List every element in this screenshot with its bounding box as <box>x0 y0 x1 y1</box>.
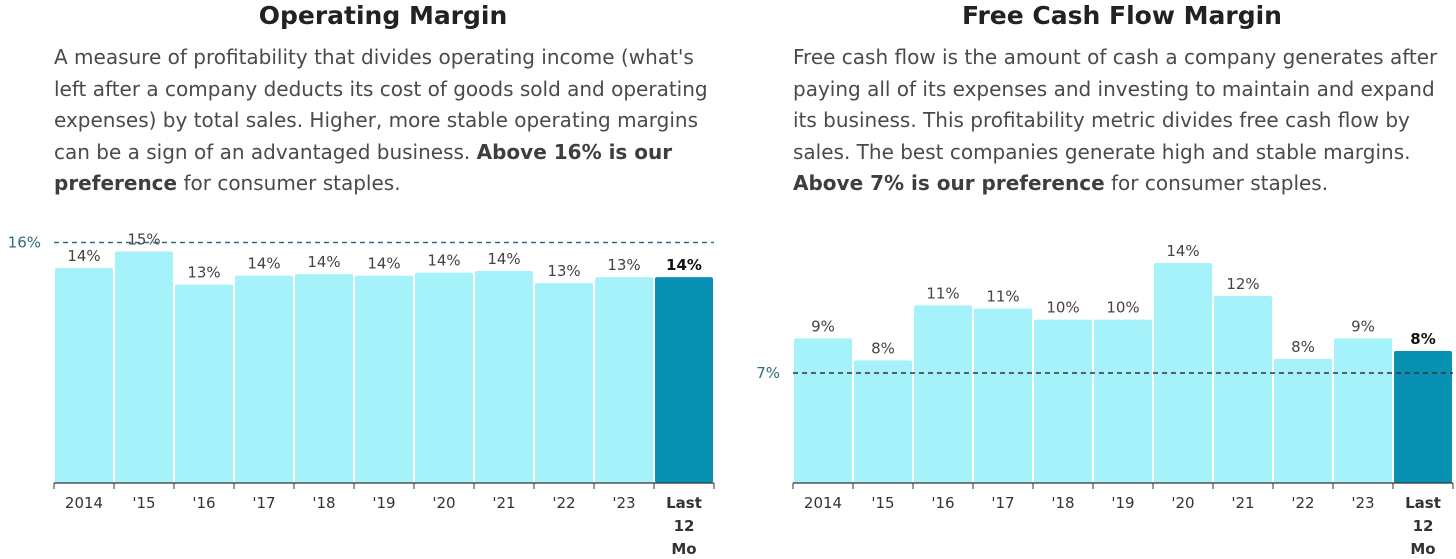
data-label: 14% <box>307 253 340 271</box>
operating-margin-panel: Operating Margin A measure of profitabil… <box>54 0 718 200</box>
bar-4 <box>974 308 1032 483</box>
x-tick-label: '21 <box>1231 494 1254 512</box>
bar-7 <box>415 272 473 483</box>
data-label: 8% <box>1291 338 1315 356</box>
x-tick-label: '17 <box>252 494 275 512</box>
x-tick-label: '23 <box>612 494 635 512</box>
x-tick-label: '19 <box>372 494 395 512</box>
data-label: 14% <box>367 255 400 273</box>
data-label: 14% <box>247 255 280 273</box>
x-tick-label: Last 12 Mo <box>1405 494 1441 558</box>
description-preference: Above 7% is our preference <box>793 171 1105 195</box>
x-tick-label: '20 <box>1171 494 1194 512</box>
bar-3 <box>175 284 233 483</box>
bar-2 <box>115 251 173 483</box>
data-label: 13% <box>607 256 640 274</box>
data-label: 14% <box>67 247 100 265</box>
x-tick-label: 2014 <box>804 494 842 512</box>
reference-label: 16% <box>8 234 41 252</box>
data-label: 10% <box>1046 299 1079 317</box>
x-tick-label: '20 <box>432 494 455 512</box>
data-label: 9% <box>1351 317 1375 335</box>
x-tick-label: '16 <box>192 494 215 512</box>
data-label: 8% <box>871 339 895 357</box>
x-tick-label: '21 <box>492 494 515 512</box>
x-tick-label: '18 <box>1051 494 1074 512</box>
reference-label: 7% <box>756 364 780 382</box>
x-tick-label: Last 12 Mo <box>666 494 702 558</box>
x-tick-label: '15 <box>132 494 155 512</box>
data-label: 10% <box>1106 299 1139 317</box>
bar-1 <box>55 268 113 483</box>
chart-description: Free cash flow is the amount of cash a c… <box>793 42 1456 200</box>
x-tick-label: 2014 <box>65 494 103 512</box>
bar-5 <box>1034 319 1092 483</box>
chart-title: Free Cash Flow Margin <box>962 1 1282 30</box>
description-text: A measure of profitability that divides … <box>54 45 708 164</box>
bar-9 <box>1274 358 1332 483</box>
bar-10 <box>1334 338 1392 483</box>
bar-6 <box>1094 319 1152 483</box>
chart-title: Operating Margin <box>258 1 508 30</box>
x-tick-label: '22 <box>1291 494 1314 512</box>
data-label: 8% <box>1410 330 1435 348</box>
x-tick-label: '18 <box>312 494 335 512</box>
data-label: 9% <box>811 317 835 335</box>
data-label: 12% <box>1226 275 1259 293</box>
bar-8 <box>1214 296 1272 483</box>
data-label: 14% <box>1166 242 1199 260</box>
bar-3 <box>914 305 972 483</box>
data-label: 14% <box>487 250 520 268</box>
data-label: 15% <box>127 231 160 249</box>
description-text: Free cash flow is the amount of cash a c… <box>793 45 1438 164</box>
bar-11 <box>1394 351 1452 483</box>
x-tick-label: '15 <box>871 494 894 512</box>
x-tick-label: '22 <box>552 494 575 512</box>
chart-description: A measure of profitability that divides … <box>54 42 718 200</box>
data-label: 13% <box>547 262 580 280</box>
free-cash-flow-margin-panel: Free Cash Flow Margin Free cash flow is … <box>793 0 1456 200</box>
bar-11 <box>655 277 713 483</box>
bar-5 <box>295 274 353 483</box>
bar-9 <box>535 283 593 483</box>
bar-2 <box>854 360 912 483</box>
x-tick-label: '23 <box>1351 494 1374 512</box>
description-suffix: for consumer staples. <box>177 171 401 195</box>
data-label: 13% <box>187 264 220 282</box>
data-label: 14% <box>427 252 460 270</box>
description-preference: Above 16% is our preference <box>54 139 673 196</box>
data-label: 11% <box>986 288 1019 306</box>
x-tick-label: '19 <box>1111 494 1134 512</box>
x-tick-label: '16 <box>931 494 954 512</box>
bar-4 <box>235 275 293 483</box>
data-label: 14% <box>666 256 702 274</box>
description-suffix: for consumer staples. <box>1104 171 1329 195</box>
bar-10 <box>595 277 653 483</box>
bar-8 <box>475 271 533 483</box>
bar-6 <box>355 275 413 483</box>
data-label: 11% <box>926 284 959 302</box>
bar-1 <box>794 338 852 483</box>
x-tick-label: '17 <box>991 494 1014 512</box>
